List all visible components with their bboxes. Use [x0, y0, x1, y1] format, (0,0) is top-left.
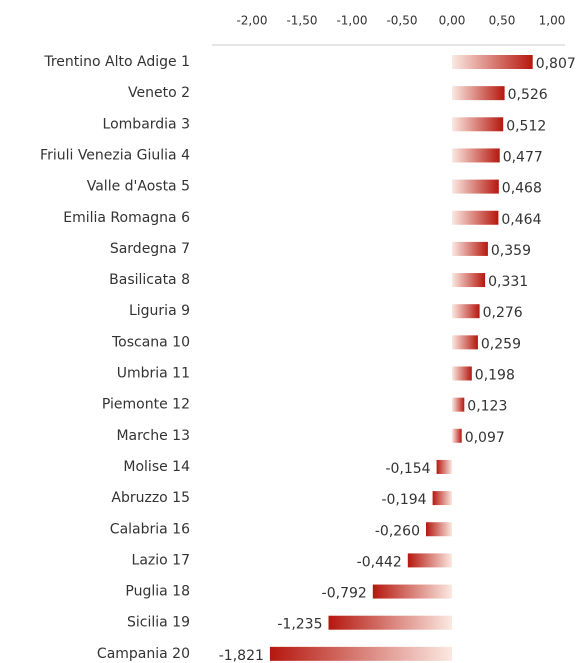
bar — [452, 397, 465, 412]
bar — [452, 179, 499, 194]
category-label: Valle d'Aosta 5 — [87, 179, 190, 195]
value-label: 0,359 — [491, 243, 531, 259]
category-label: Campania 20 — [97, 646, 190, 662]
category-label: Umbria 11 — [117, 366, 190, 382]
category-label: Trentino Alto Adige 1 — [43, 54, 190, 70]
value-label: 0,512 — [506, 118, 546, 134]
x-tick-label: -2,00 — [236, 14, 267, 28]
x-tick-label: 0,00 — [439, 14, 466, 28]
bar — [452, 117, 504, 132]
value-label: 0,198 — [475, 368, 515, 384]
bar — [452, 210, 499, 225]
value-label: 0,259 — [481, 336, 521, 352]
x-tick-label: -0,50 — [386, 14, 417, 28]
bar — [452, 55, 533, 69]
value-label: -1,235 — [277, 617, 322, 633]
value-label: 0,477 — [503, 149, 543, 165]
bar — [452, 148, 500, 163]
category-label: Liguria 9 — [129, 303, 190, 319]
bar — [452, 304, 480, 319]
bar — [452, 335, 478, 350]
category-label: Veneto 2 — [128, 85, 190, 101]
category-label: Lombardia 3 — [103, 116, 190, 132]
bar — [452, 428, 462, 443]
value-label: -0,792 — [322, 586, 367, 602]
value-label: 0,807 — [536, 56, 576, 72]
category-label: Calabria 16 — [110, 521, 190, 537]
bar — [269, 646, 452, 661]
bar — [426, 522, 452, 537]
category-label: Toscana 10 — [111, 334, 190, 350]
value-label: -0,154 — [385, 461, 430, 477]
bar — [407, 553, 452, 568]
bar — [436, 459, 452, 474]
x-tick-label: -1,50 — [286, 14, 317, 28]
value-label: -1,821 — [219, 648, 264, 663]
x-tick-label: -1,00 — [336, 14, 367, 28]
value-label: -0,260 — [375, 523, 420, 539]
bar — [328, 615, 452, 630]
bar — [432, 491, 452, 506]
value-label: 0,123 — [467, 399, 507, 415]
category-label: Abruzzo 15 — [111, 490, 190, 506]
value-label: 0,097 — [465, 430, 505, 446]
bar — [452, 273, 486, 288]
category-label: Sardegna 7 — [110, 241, 190, 257]
bar — [452, 86, 505, 101]
value-label: -0,194 — [381, 492, 426, 508]
category-label: Piemonte 12 — [102, 397, 190, 413]
bar — [452, 241, 488, 256]
bar — [452, 366, 472, 381]
bar — [372, 584, 452, 599]
value-label: -0,442 — [357, 554, 402, 570]
x-tick-label: 1,00 — [539, 14, 566, 28]
category-label: Lazio 17 — [132, 552, 190, 568]
value-label: 0,276 — [483, 305, 523, 321]
value-label: 0,464 — [501, 212, 541, 228]
category-label: Marche 13 — [116, 428, 190, 444]
value-label: 0,468 — [502, 181, 542, 197]
category-label: Molise 14 — [123, 459, 190, 475]
value-label: 0,331 — [488, 274, 528, 290]
value-label: 0,526 — [508, 87, 548, 103]
x-tick-label: 0,50 — [489, 14, 516, 28]
category-label: Basilicata 8 — [109, 272, 190, 288]
category-label: Friuli Venezia Giulia 4 — [40, 147, 190, 163]
category-label: Emilia Romagna 6 — [63, 210, 190, 226]
category-label: Puglia 18 — [125, 584, 190, 600]
category-label: Sicilia 19 — [127, 615, 190, 631]
